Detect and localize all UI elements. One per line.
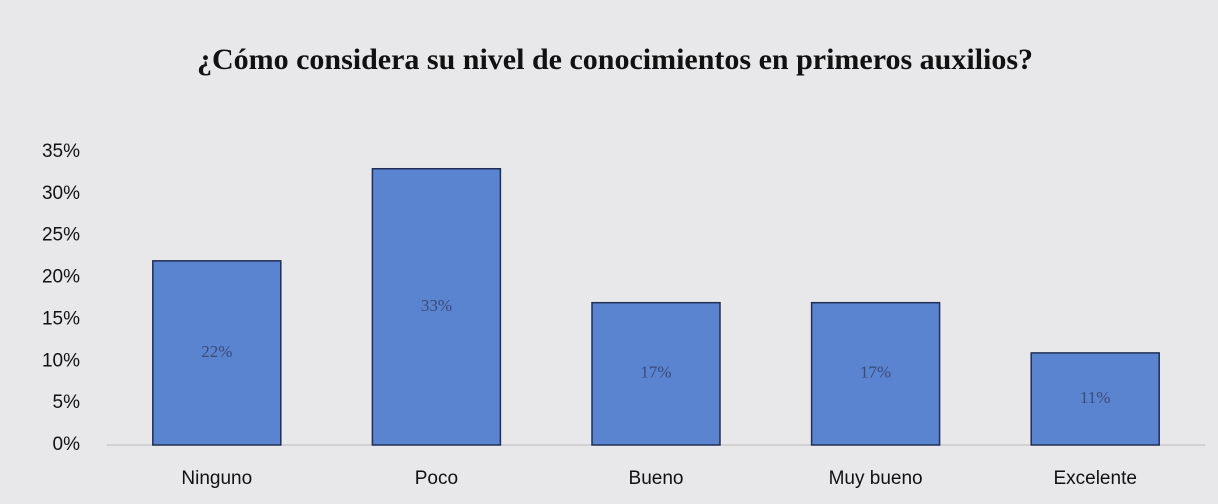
bar — [810, 301, 941, 446]
y-tick-label: 5% — [53, 392, 81, 413]
value-label: 22% — [201, 342, 232, 361]
y-tick-label: 35% — [42, 141, 80, 162]
bar — [152, 260, 282, 446]
bar — [1030, 352, 1160, 446]
x-tick-label: Poco — [415, 468, 458, 489]
y-tick-label: 30% — [42, 183, 80, 204]
y-tick-label: 20% — [42, 267, 80, 288]
chart-title: ¿Cómo considera su nivel de conocimiento… — [196, 43, 1034, 76]
value-label: 11% — [1080, 388, 1111, 407]
y-tick-label: 10% — [42, 350, 80, 371]
x-tick-label: Excelente — [1053, 468, 1136, 489]
x-tick-label: Bueno — [629, 468, 684, 489]
value-label: 33% — [421, 296, 452, 315]
x-tick-label: Muy bueno — [829, 468, 923, 489]
value-label: 17% — [640, 363, 671, 382]
bar — [591, 301, 721, 446]
y-tick-label: 25% — [42, 225, 80, 246]
y-tick-label: 15% — [42, 308, 80, 329]
bar — [371, 167, 502, 446]
y-tick-label: 0% — [53, 434, 81, 455]
x-tick-label: Ninguno — [181, 468, 252, 489]
value-label: 17% — [860, 363, 891, 382]
